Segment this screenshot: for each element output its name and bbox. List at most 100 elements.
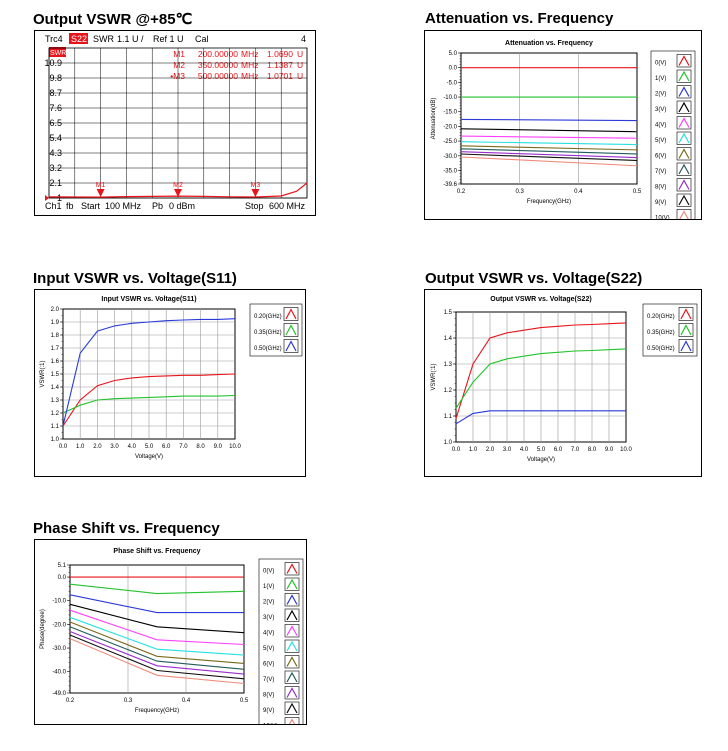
y-tick-label: -35.0 xyxy=(443,168,457,174)
vna-marker-unit: MHz xyxy=(241,60,258,70)
series-line-10(V) xyxy=(69,638,245,685)
vna-y-tick-label: 8.7 xyxy=(49,88,62,98)
legend-label: 1(V) xyxy=(655,76,666,82)
vna-param: S22 xyxy=(71,34,87,44)
x-tick-label: 0.3 xyxy=(124,698,133,704)
legend-label: 0(V) xyxy=(263,569,274,575)
series-line-3(V) xyxy=(69,603,245,634)
legend-swatch-mark xyxy=(286,656,298,667)
y-axis-label: VSWR(:1) xyxy=(40,360,46,387)
attenuation-panel: Attenuation vs. Frequency 0.2 0.3 0.4 0.5 5.0… xyxy=(424,30,702,226)
phase-chart: Phase Shift vs. Frequency 0.2 0.3 0.4 0.5 5.1… xyxy=(40,548,304,734)
legend-swatch-mark xyxy=(678,163,690,175)
legend-label: 2(V) xyxy=(263,600,274,606)
vna-marker-unit: MHz xyxy=(241,71,258,81)
series-line-9(V) xyxy=(460,153,638,162)
vna-cal: Cal xyxy=(195,34,209,44)
y-tick-label: 1.6 xyxy=(51,359,60,365)
vna-ref: Ref 1 U xyxy=(153,34,184,44)
vna-y-tick-label: 2.1 xyxy=(49,178,62,188)
x-tick-label: 0.5 xyxy=(633,189,642,195)
legend-label: 9(V) xyxy=(263,708,274,714)
legend-label: 3(V) xyxy=(263,615,274,621)
series-line-0.35(GHz) xyxy=(455,348,627,409)
vna-ref-badge-bg xyxy=(49,47,66,57)
legend-swatch-mark xyxy=(286,594,298,605)
vna-y-tick-label: 10.9 xyxy=(44,58,62,68)
y-tick-label: -39.6 xyxy=(443,182,457,188)
vna-plot-frame xyxy=(48,47,308,199)
x-tick-label: 6.0 xyxy=(554,447,563,453)
vna-footer-ch: Ch1 xyxy=(45,201,62,211)
heading-phase: Phase Shift vs. Frequency xyxy=(33,520,220,537)
x-tick-label: 5.0 xyxy=(537,447,546,453)
x-tick-label: 8.0 xyxy=(196,444,205,450)
vna-y-tick-label: 5.4 xyxy=(49,133,62,143)
y-tick-label: -10.0 xyxy=(52,599,66,605)
x-tick-label: 0.2 xyxy=(457,189,466,195)
vna-marker-value: 1.0701 xyxy=(267,71,293,81)
vna-marker-value: 1.0690 xyxy=(267,49,293,59)
y-axis-label: Phase(degree) xyxy=(40,609,46,649)
series-line-0.20(GHz) xyxy=(62,373,236,427)
legend-label: 9(V) xyxy=(655,200,666,206)
series-line-5(V) xyxy=(69,616,245,656)
y-tick-label: 1.2 xyxy=(444,388,453,394)
series-line-0.50(GHz) xyxy=(62,318,236,427)
y-tick-label: 1.7 xyxy=(51,346,60,352)
y-tick-label: 0.0 xyxy=(449,66,458,72)
vna-ref-badge: SWR xyxy=(50,50,66,57)
series-line-10(V) xyxy=(460,156,638,167)
vna-marker-freq: 200.00000 xyxy=(198,49,238,59)
x-tick-label: 1.0 xyxy=(76,444,85,450)
x-tick-label: 0.2 xyxy=(66,698,75,704)
y-tick-label: -49.0 xyxy=(52,691,66,697)
y-tick-label: 1.9 xyxy=(51,320,60,326)
vna-marker-name: M2 xyxy=(173,60,185,70)
legend-swatch-mark xyxy=(285,324,297,336)
legend-label: 8(V) xyxy=(655,185,666,191)
series-line-4(V) xyxy=(69,609,245,646)
vna-y-tick-label: 3.2 xyxy=(49,163,62,173)
chart-title: Attenuation vs. Frequency xyxy=(505,40,593,47)
vna-marker-vunit: U xyxy=(297,71,303,81)
x-tick-label: 9.0 xyxy=(214,444,223,450)
legend-label: 6(V) xyxy=(263,662,274,668)
legend-swatch-mark xyxy=(286,609,298,621)
series-line-0.35(GHz) xyxy=(62,394,236,414)
s11-chart: Input VSWR vs. Voltage(S11)0.0 1.0 2.0 3.0 4… xyxy=(40,296,303,460)
legend-swatch-mark xyxy=(678,55,690,66)
vna-marker-vunit: U xyxy=(297,60,303,70)
legend-label: 7(V) xyxy=(655,169,666,175)
legend-swatch-mark xyxy=(678,86,690,97)
legend-label: 0.35(GHz) xyxy=(254,330,282,336)
y-tick-label: -20.0 xyxy=(443,124,457,130)
y-tick-label: 1.3 xyxy=(51,398,60,404)
series-line-8(V) xyxy=(460,151,638,159)
vna-marker-name: •M3 xyxy=(170,71,185,81)
legend-label: 0.35(GHz) xyxy=(647,330,675,336)
series-line-2(V) xyxy=(460,118,638,122)
legend-swatch-mark xyxy=(285,308,297,320)
legend-swatch-mark xyxy=(286,671,298,683)
legend-swatch-mark xyxy=(678,132,690,144)
legend-label: 1(V) xyxy=(263,584,274,590)
vna-trace: Trc4 xyxy=(45,34,63,44)
y-tick-label: 0.0 xyxy=(58,575,67,581)
vna-marker-value: 1.1387 xyxy=(267,60,293,70)
legend-swatch-mark xyxy=(680,308,692,320)
heading-vswr85: Output VSWR @+85℃ xyxy=(33,11,193,28)
vna-footer-pb: Pb xyxy=(152,201,163,211)
legend-swatch-mark xyxy=(286,687,298,698)
x-axis-label: Voltage(V) xyxy=(527,457,555,463)
y-tick-label: 1.1 xyxy=(51,424,60,430)
series-line-1(V) xyxy=(69,583,245,595)
vna-plot-svg: Trc4 S22 SWR 1.1 U / Ref 1 U Cal 4 SWR M… xyxy=(44,33,308,211)
y-tick-label: -30.0 xyxy=(52,646,66,652)
y-tick-label: 1.5 xyxy=(51,372,60,378)
vna-marker-freq: 350.00000 xyxy=(198,60,238,70)
vna-param-bg xyxy=(69,33,88,44)
chart-title: Output VSWR vs. Voltage(S22) xyxy=(490,296,591,303)
legend-label: 5(V) xyxy=(263,646,274,652)
y-tick-label: 1.0 xyxy=(51,437,60,443)
